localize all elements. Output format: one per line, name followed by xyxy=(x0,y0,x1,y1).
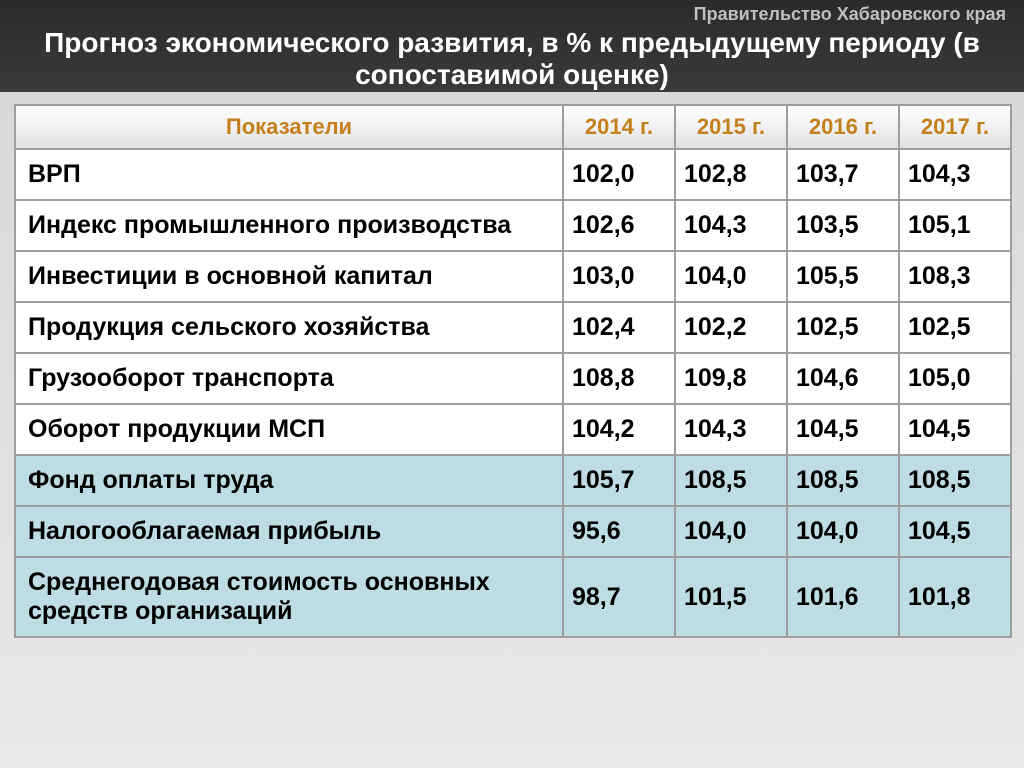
value-cell: 103,5 xyxy=(787,200,899,251)
value-cell: 104,3 xyxy=(675,200,787,251)
col-header-indicator: Показатели xyxy=(15,105,563,149)
value-cell: 104,5 xyxy=(899,506,1011,557)
indicator-cell: Фонд оплаты труда xyxy=(15,455,563,506)
value-cell: 108,8 xyxy=(563,353,675,404)
col-header-2017: 2017 г. xyxy=(899,105,1011,149)
col-header-2015: 2015 г. xyxy=(675,105,787,149)
indicator-cell: ВРП xyxy=(15,149,563,200)
table-row: Фонд оплаты труда105,7108,5108,5108,5 xyxy=(15,455,1011,506)
forecast-table-container: Показатели 2014 г. 2015 г. 2016 г. 2017 … xyxy=(0,104,1024,638)
indicator-cell: Грузооборот транспорта xyxy=(15,353,563,404)
table-row: ВРП102,0102,8103,7104,3 xyxy=(15,149,1011,200)
value-cell: 102,6 xyxy=(563,200,675,251)
indicator-cell: Индекс промышленного производства xyxy=(15,200,563,251)
value-cell: 102,5 xyxy=(787,302,899,353)
table-row: Инвестиции в основной капитал103,0104,01… xyxy=(15,251,1011,302)
forecast-table: Показатели 2014 г. 2015 г. 2016 г. 2017 … xyxy=(14,104,1012,638)
slide-title: Прогноз экономического развития, в % к п… xyxy=(18,27,1006,91)
value-cell: 104,6 xyxy=(787,353,899,404)
value-cell: 104,5 xyxy=(787,404,899,455)
indicator-cell: Среднегодовая стоимость основных средств… xyxy=(15,557,563,637)
value-cell: 102,0 xyxy=(563,149,675,200)
value-cell: 102,4 xyxy=(563,302,675,353)
value-cell: 104,0 xyxy=(675,251,787,302)
slide-header: Правительство Хабаровского края Прогноз … xyxy=(0,0,1024,104)
value-cell: 101,6 xyxy=(787,557,899,637)
value-cell: 103,7 xyxy=(787,149,899,200)
value-cell: 102,8 xyxy=(675,149,787,200)
value-cell: 104,2 xyxy=(563,404,675,455)
table-row: Продукция сельского хозяйства102,4102,21… xyxy=(15,302,1011,353)
table-row: Налогооблагаемая прибыль95,6104,0104,010… xyxy=(15,506,1011,557)
value-cell: 104,0 xyxy=(675,506,787,557)
value-cell: 105,5 xyxy=(787,251,899,302)
indicator-cell: Налогооблагаемая прибыль xyxy=(15,506,563,557)
value-cell: 102,5 xyxy=(899,302,1011,353)
table-row: Оборот продукции МСП104,2104,3104,5104,5 xyxy=(15,404,1011,455)
value-cell: 104,0 xyxy=(787,506,899,557)
col-header-2016: 2016 г. xyxy=(787,105,899,149)
indicator-cell: Оборот продукции МСП xyxy=(15,404,563,455)
organization-name: Правительство Хабаровского края xyxy=(18,4,1006,25)
value-cell: 105,0 xyxy=(899,353,1011,404)
table-row: Грузооборот транспорта108,8109,8104,6105… xyxy=(15,353,1011,404)
value-cell: 105,1 xyxy=(899,200,1011,251)
value-cell: 108,5 xyxy=(675,455,787,506)
value-cell: 104,5 xyxy=(899,404,1011,455)
value-cell: 95,6 xyxy=(563,506,675,557)
value-cell: 109,8 xyxy=(675,353,787,404)
value-cell: 101,5 xyxy=(675,557,787,637)
value-cell: 98,7 xyxy=(563,557,675,637)
value-cell: 101,8 xyxy=(899,557,1011,637)
indicator-cell: Инвестиции в основной капитал xyxy=(15,251,563,302)
value-cell: 103,0 xyxy=(563,251,675,302)
indicator-cell: Продукция сельского хозяйства xyxy=(15,302,563,353)
value-cell: 104,3 xyxy=(899,149,1011,200)
col-header-2014: 2014 г. xyxy=(563,105,675,149)
value-cell: 108,5 xyxy=(787,455,899,506)
table-header-row: Показатели 2014 г. 2015 г. 2016 г. 2017 … xyxy=(15,105,1011,149)
table-row: Индекс промышленного производства102,610… xyxy=(15,200,1011,251)
value-cell: 108,5 xyxy=(899,455,1011,506)
value-cell: 108,3 xyxy=(899,251,1011,302)
value-cell: 102,2 xyxy=(675,302,787,353)
table-body: ВРП102,0102,8103,7104,3Индекс промышленн… xyxy=(15,149,1011,637)
value-cell: 104,3 xyxy=(675,404,787,455)
value-cell: 105,7 xyxy=(563,455,675,506)
table-row: Среднегодовая стоимость основных средств… xyxy=(15,557,1011,637)
